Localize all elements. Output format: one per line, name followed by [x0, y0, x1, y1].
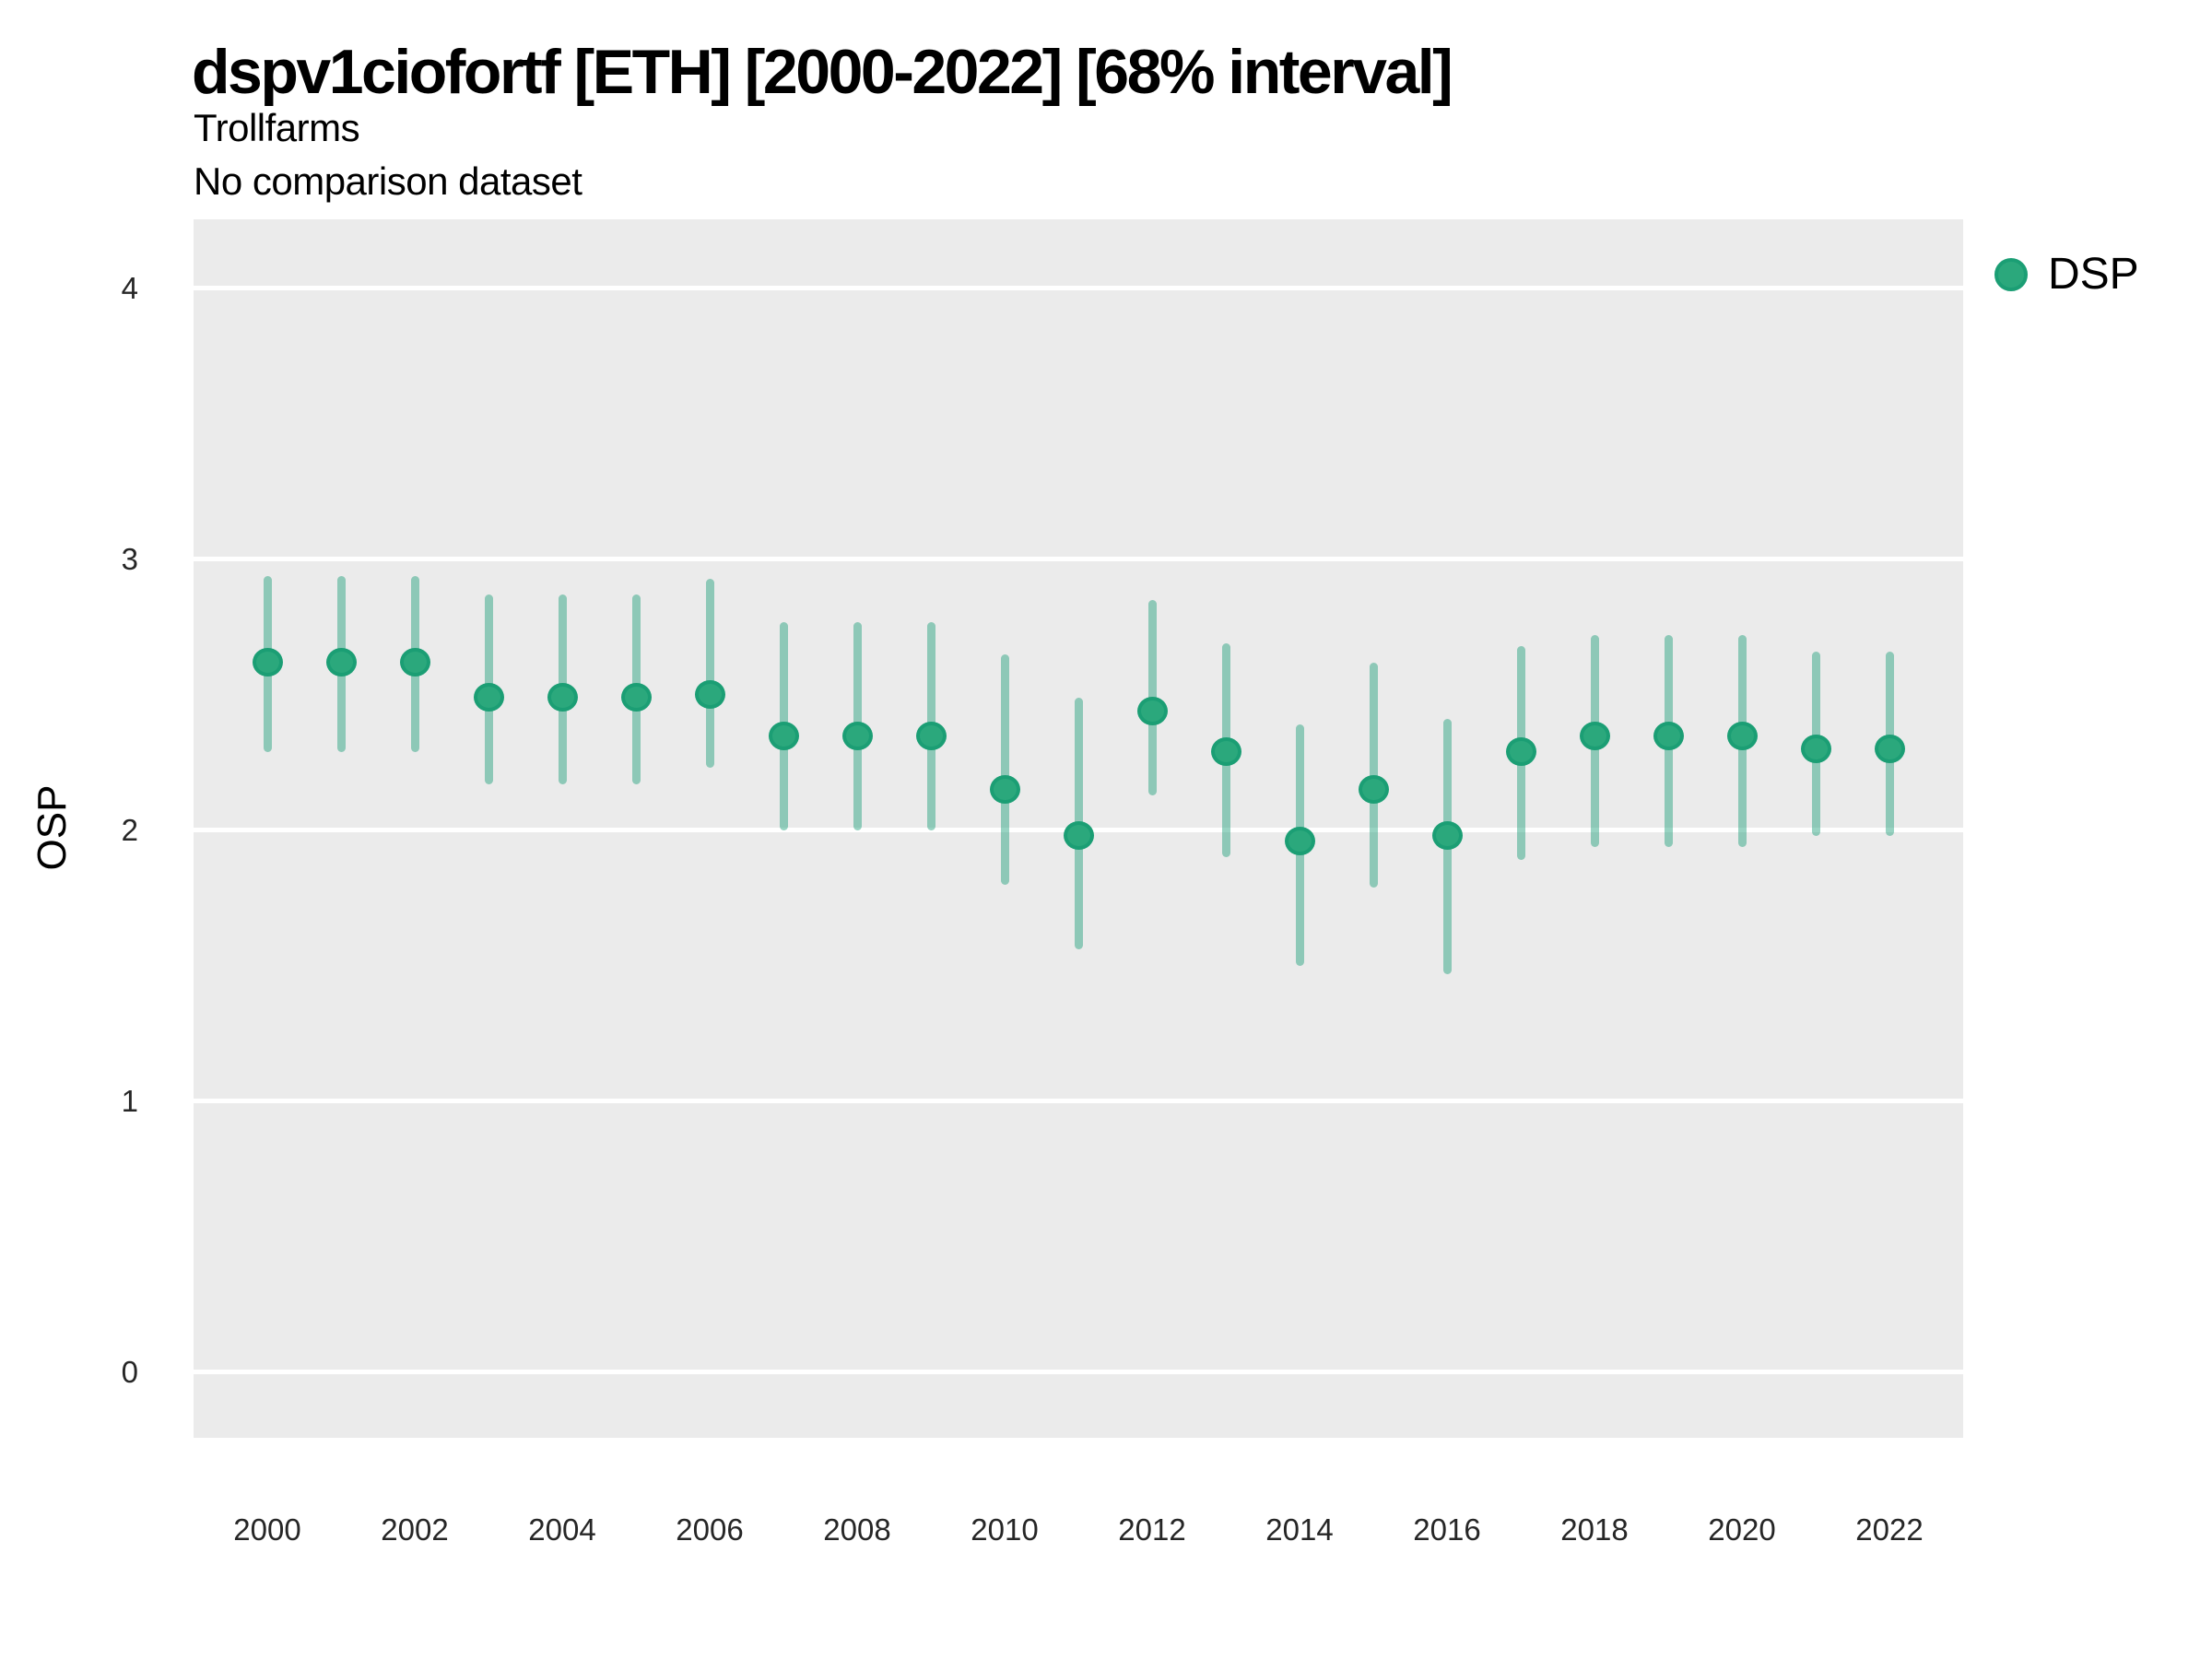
x-tick-label: 2022 [1855, 1512, 1924, 1547]
x-tick-label: 2010 [971, 1512, 1039, 1547]
data-point-2018 [1579, 721, 1610, 750]
data-point-2001 [325, 648, 357, 677]
y-tick-label: 1 [121, 1083, 138, 1118]
x-tick-label: 2006 [676, 1512, 744, 1547]
x-tick-label: 2020 [1708, 1512, 1776, 1547]
x-tick-label: 2002 [381, 1512, 449, 1547]
interval-bar-2010 [1000, 653, 1009, 885]
data-point-2022 [1874, 735, 1905, 764]
data-point-2003 [473, 683, 504, 712]
x-tick-label: 2004 [528, 1512, 596, 1547]
data-point-2020 [1726, 721, 1758, 750]
legend-label: DSP [2048, 250, 2139, 299]
y-tick-label: 2 [121, 812, 138, 847]
data-point-2009 [915, 721, 947, 750]
y-tick-label: 4 [121, 270, 138, 305]
chart-title: dspv1ciofortf [ETH] [2000-2022] [68% int… [192, 37, 1453, 107]
comparison-note: No comparison dataset [194, 159, 582, 203]
data-point-2006 [694, 680, 725, 710]
gridline-y-4 [194, 286, 1963, 291]
x-tick-label: 2008 [823, 1512, 891, 1547]
data-point-2014 [1284, 827, 1315, 856]
plot-panel [194, 219, 1963, 1438]
gridline-y-0 [194, 1370, 1963, 1375]
x-tick-label: 2016 [1413, 1512, 1481, 1547]
data-point-2021 [1800, 735, 1831, 764]
gridline-y-3 [194, 557, 1963, 562]
x-tick-label: 2000 [233, 1512, 301, 1547]
legend: DSP [1994, 251, 2139, 299]
data-point-2017 [1505, 737, 1536, 767]
interval-bar-2006 [705, 578, 714, 769]
data-point-2016 [1431, 821, 1463, 851]
data-point-2015 [1358, 775, 1389, 805]
chart-subtitle: Trollfarms [194, 106, 360, 149]
data-point-2007 [768, 721, 799, 750]
data-point-2002 [399, 648, 430, 677]
x-tick-label: 2012 [1118, 1512, 1186, 1547]
data-point-2005 [620, 683, 652, 712]
data-point-2011 [1063, 821, 1094, 851]
data-point-2013 [1210, 737, 1241, 767]
data-point-2010 [989, 775, 1020, 805]
x-tick-label: 2018 [1560, 1512, 1629, 1547]
data-point-2008 [841, 721, 873, 750]
gridline-y-1 [194, 1099, 1963, 1104]
legend-point-icon [1994, 258, 2028, 291]
y-tick-label: 0 [121, 1354, 138, 1389]
data-point-2012 [1136, 697, 1168, 726]
y-tick-label: 3 [121, 541, 138, 576]
data-point-2019 [1653, 721, 1684, 750]
data-point-2000 [252, 648, 283, 677]
data-point-2004 [547, 683, 578, 712]
interval-bar-2015 [1369, 662, 1378, 888]
x-tick-label: 2014 [1265, 1512, 1334, 1547]
